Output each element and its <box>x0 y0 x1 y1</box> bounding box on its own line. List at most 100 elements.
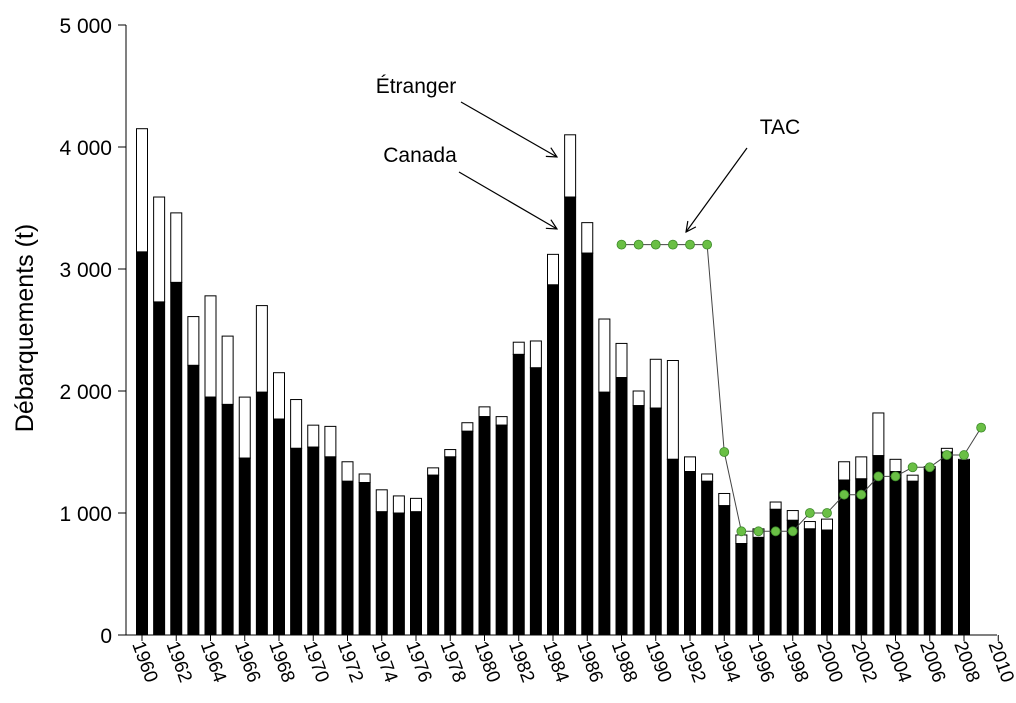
bar-canada <box>649 407 662 636</box>
annotation-arrow <box>458 171 557 229</box>
bar-etranger <box>136 128 148 253</box>
tac-point <box>822 508 832 518</box>
bar-etranger <box>769 501 782 510</box>
tac-line <box>621 244 982 532</box>
bar-etranger <box>838 461 851 481</box>
annotation-label: Canada <box>383 144 457 167</box>
tac-point <box>856 489 867 500</box>
y-tick-label: 0 <box>100 625 112 648</box>
annotations-layer: Étranger Canada TAC <box>376 75 800 232</box>
bar-canada <box>238 457 251 636</box>
bar-canada <box>324 456 337 636</box>
x-tick-label: 1966 <box>230 639 264 686</box>
bar-canada <box>136 251 148 636</box>
bar-etranger <box>341 461 354 482</box>
bar-etranger <box>581 222 594 254</box>
bar-canada <box>153 301 166 636</box>
bar-etranger <box>444 449 457 458</box>
bar-etranger <box>478 406 491 418</box>
bar-canada <box>752 536 765 636</box>
bar-canada <box>735 543 748 636</box>
bar-etranger <box>615 342 628 379</box>
bar-etranger <box>221 335 234 405</box>
x-tick-label: 1974 <box>367 639 401 686</box>
bar-canada <box>495 424 508 636</box>
bar-canada <box>529 367 542 636</box>
bars-layer <box>136 128 970 636</box>
x-tick-label: 1986 <box>573 639 607 686</box>
bar-etranger <box>529 340 542 369</box>
bar-etranger <box>255 305 268 393</box>
tac-point <box>941 450 952 460</box>
y-tick-label: 3 000 <box>59 259 112 282</box>
bar-canada <box>632 405 645 636</box>
x-tick-label: 1964 <box>196 639 230 686</box>
bar-canada <box>204 396 217 636</box>
bar-etranger <box>427 467 440 476</box>
x-tick-label: 1990 <box>641 639 675 686</box>
bar-canada <box>855 478 868 636</box>
x-tick-label: 1994 <box>710 639 744 686</box>
tac-line-layer <box>616 239 987 537</box>
bar-etranger <box>238 396 251 459</box>
bar-etranger <box>803 521 816 530</box>
bar-etranger <box>273 372 285 420</box>
x-tick-label: 2008 <box>949 639 983 686</box>
tac-point <box>736 526 747 537</box>
bar-canada <box>170 281 183 636</box>
bar-etranger <box>392 495 405 514</box>
bar-etranger <box>153 196 166 303</box>
bar-canada <box>358 482 371 636</box>
bar-etranger <box>649 358 662 409</box>
bar-etranger <box>632 390 645 407</box>
x-tick-label: 1968 <box>264 639 298 686</box>
bar-etranger <box>906 474 919 482</box>
bar-canada <box>872 455 885 636</box>
x-tick-label: 1992 <box>675 639 709 686</box>
x-tick-label: 1970 <box>299 639 333 686</box>
x-tick-label: 1982 <box>504 639 538 686</box>
bar-etranger <box>872 412 885 457</box>
y-axis-label: Débarquements (t) <box>11 224 39 432</box>
annotation-arrow <box>460 101 557 157</box>
bar-canada <box>684 471 696 636</box>
tac-point <box>685 239 695 250</box>
tac-point <box>924 462 935 473</box>
bar-etranger <box>307 424 320 448</box>
x-tick-label: 1980 <box>470 639 504 686</box>
bar-etranger <box>170 212 183 283</box>
tac-point <box>667 239 678 250</box>
x-tick-label: 1988 <box>607 639 641 686</box>
bar-canada <box>547 284 559 636</box>
x-tick-label: 1996 <box>744 639 778 686</box>
bar-etranger <box>547 253 559 286</box>
bar-canada <box>803 528 816 636</box>
bar-canada <box>940 451 953 636</box>
x-tick-label: 2000 <box>812 639 846 686</box>
bar-etranger <box>821 518 833 531</box>
tac-point <box>839 489 850 500</box>
bar-etranger <box>358 473 371 483</box>
tac-point <box>753 526 764 537</box>
bar-canada <box>307 446 320 636</box>
bar-canada <box>290 447 303 636</box>
bar-canada <box>478 416 491 636</box>
x-tick-label: 1962 <box>162 639 196 686</box>
x-tick-label: 1972 <box>333 639 367 686</box>
x-tick-label: 1960 <box>127 639 161 686</box>
bar-canada <box>375 511 388 636</box>
bar-canada <box>598 391 611 636</box>
bar-etranger <box>512 341 525 355</box>
bar-canada <box>221 403 234 636</box>
tac-point <box>890 471 901 482</box>
x-tick-label: 2004 <box>881 639 915 686</box>
bar-canada <box>410 511 422 636</box>
bar-canada <box>906 480 919 636</box>
tac-point <box>873 471 884 482</box>
bar-etranger <box>666 360 679 460</box>
bar-etranger <box>855 456 868 480</box>
bar-canada <box>958 460 970 636</box>
annotation-label: Étranger <box>376 75 457 98</box>
tac-point <box>616 239 627 250</box>
